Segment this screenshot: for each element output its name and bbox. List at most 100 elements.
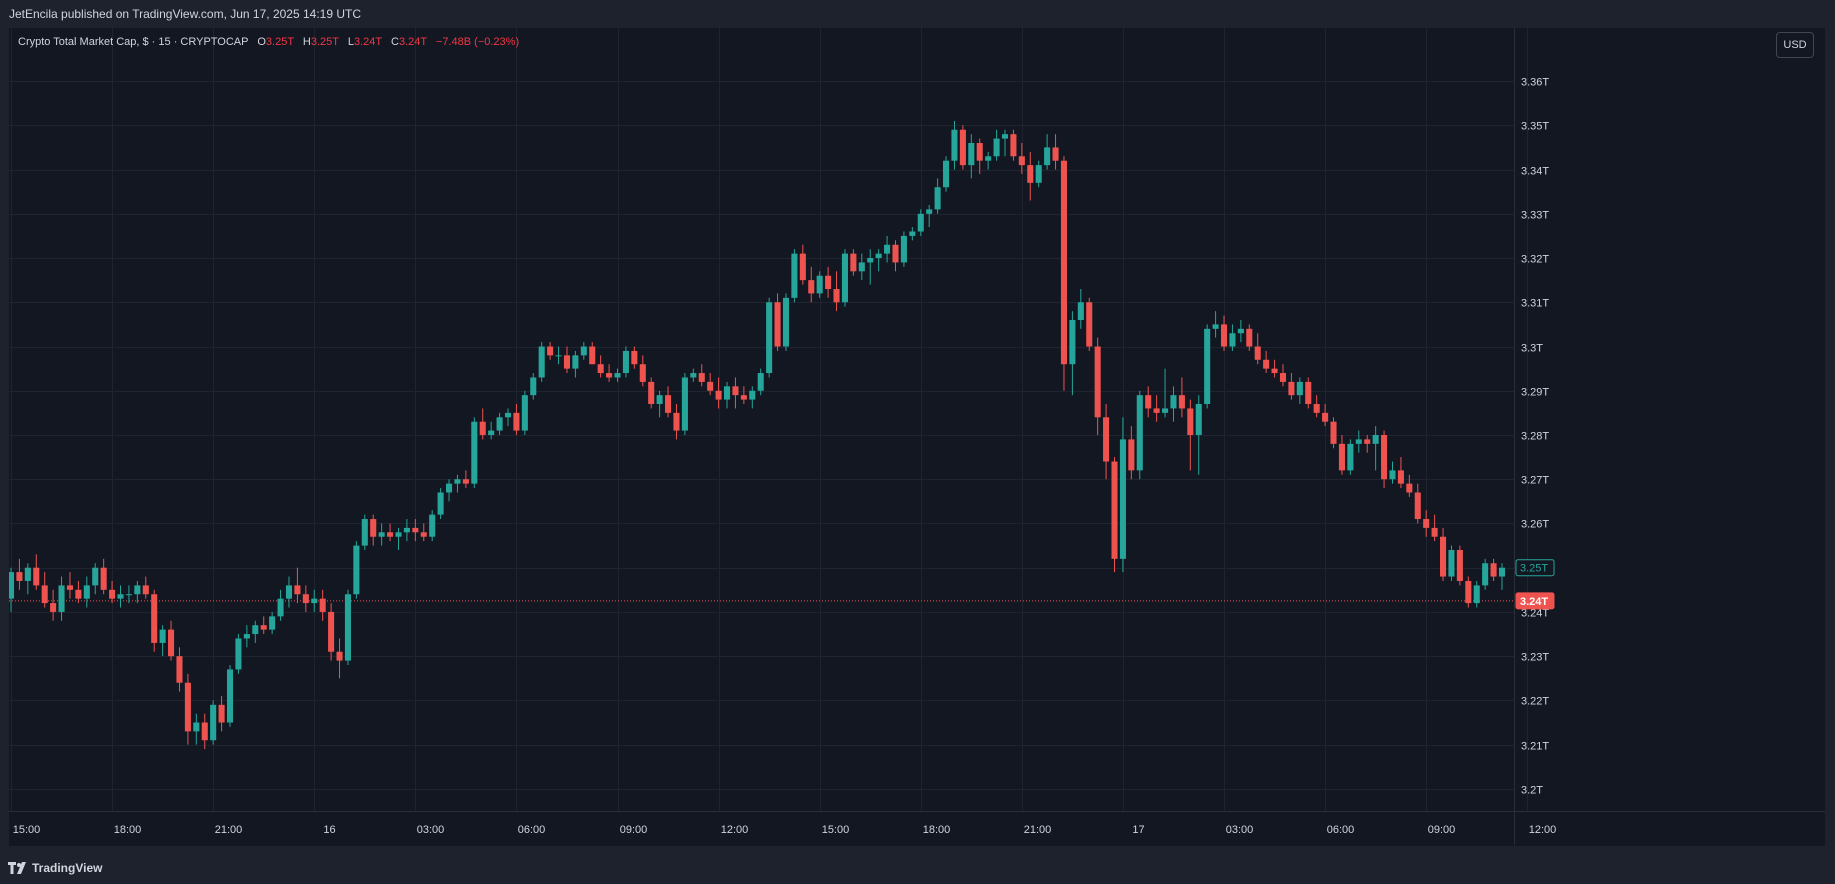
candle-body: [1212, 324, 1219, 329]
candle: [1136, 390, 1143, 480]
x-tick-label: 09:00: [1428, 824, 1456, 836]
candle: [799, 244, 806, 285]
candle: [1170, 386, 1177, 422]
candle-body: [488, 430, 495, 435]
y-tick-label: 3.27T: [1521, 475, 1549, 487]
y-tick-label: 3.26T: [1521, 519, 1549, 531]
candle: [50, 589, 57, 621]
candle: [690, 368, 697, 382]
candle: [926, 204, 933, 228]
currency-button[interactable]: USD: [1776, 32, 1814, 58]
candle: [884, 235, 891, 263]
candle: [1069, 311, 1076, 396]
candle-body: [513, 412, 520, 431]
candle: [985, 151, 992, 170]
candle-body: [1069, 319, 1076, 365]
candle-body: [1397, 470, 1404, 484]
candle-body: [606, 373, 613, 378]
candle: [1254, 333, 1261, 365]
candle-body: [454, 479, 461, 484]
candle-body: [521, 395, 528, 431]
candle-body: [1153, 408, 1160, 413]
price-labels: 3.25T 3.24T: [1515, 559, 1555, 610]
candle-body: [252, 625, 259, 635]
candle: [9, 567, 15, 612]
candle: [1195, 395, 1202, 475]
candle: [471, 417, 478, 489]
y-tick-label: 3.2T: [1521, 785, 1543, 797]
candle-body: [917, 213, 924, 232]
candle-body: [1288, 381, 1295, 396]
candlestick-chart[interactable]: 3.2T 3.21T 3.22T 3.23T 3.24T 3.25T 3.26T 3.27T 3…: [9, 28, 1825, 846]
candle-body: [715, 390, 722, 400]
candle: [1473, 580, 1480, 608]
candle: [631, 346, 638, 369]
candle: [319, 589, 326, 621]
candle: [33, 554, 40, 590]
candle-body: [993, 138, 1000, 157]
candle-body: [555, 355, 562, 357]
candle-body: [226, 669, 234, 723]
candle: [277, 589, 284, 621]
candle-body: [1313, 404, 1320, 413]
candle: [959, 125, 966, 170]
candle-body: [749, 390, 756, 400]
x-tick-label: 15:00: [13, 824, 41, 836]
candle-body: [732, 386, 739, 396]
candle-body: [336, 651, 343, 661]
y-tick-label: 3.3T: [1521, 343, 1543, 355]
candle-body: [707, 381, 714, 391]
candle: [1094, 337, 1101, 435]
candle: [353, 541, 360, 599]
candle: [504, 408, 512, 427]
candle: [1119, 417, 1126, 573]
candle: [943, 156, 950, 192]
candle: [479, 408, 486, 440]
candle-body: [1119, 439, 1126, 559]
candle-body: [799, 253, 806, 281]
candle: [749, 386, 756, 409]
candle-body: [1220, 324, 1228, 347]
candle: [311, 589, 318, 612]
candle: [656, 390, 663, 418]
candle-body: [243, 634, 250, 639]
candle: [1060, 156, 1067, 391]
candle: [1128, 426, 1135, 480]
candle-body: [1279, 373, 1287, 382]
candle: [825, 266, 832, 298]
candle-body: [875, 253, 882, 259]
y-tick-label: 3.24T: [1521, 608, 1549, 620]
candle: [547, 342, 554, 360]
candle: [302, 585, 309, 612]
candle: [370, 514, 377, 546]
candle-body: [412, 527, 419, 533]
candle: [361, 514, 368, 550]
candle: [1271, 359, 1278, 378]
footer-brand[interactable]: TradingView: [32, 861, 103, 875]
candle: [1372, 426, 1379, 471]
candle: [184, 673, 191, 745]
candle-body: [302, 594, 309, 604]
candle: [1279, 364, 1287, 387]
x-tick-label: 06:00: [518, 824, 546, 836]
candle-body: [757, 373, 764, 391]
candle-body: [260, 625, 267, 630]
candle: [142, 576, 149, 599]
candle-body: [1018, 156, 1025, 166]
candle-body: [1490, 563, 1497, 577]
candle: [841, 249, 848, 307]
candle: [387, 523, 394, 542]
y-tick-label: 3.29T: [1521, 387, 1549, 399]
symbol-name[interactable]: Crypto Total Market Cap, $ · 15 · CRYPTO…: [18, 36, 249, 48]
candle: [1237, 319, 1244, 343]
candle: [976, 138, 983, 174]
candle-body: [1414, 492, 1421, 520]
y-tick-label: 3.28T: [1521, 431, 1549, 443]
candle: [151, 589, 158, 652]
y-tick-label: 3.35T: [1521, 121, 1549, 133]
candle-body: [109, 589, 116, 599]
candle-body: [1027, 165, 1034, 183]
candle: [412, 519, 419, 542]
candle: [606, 364, 613, 382]
candle-body: [1263, 359, 1270, 369]
